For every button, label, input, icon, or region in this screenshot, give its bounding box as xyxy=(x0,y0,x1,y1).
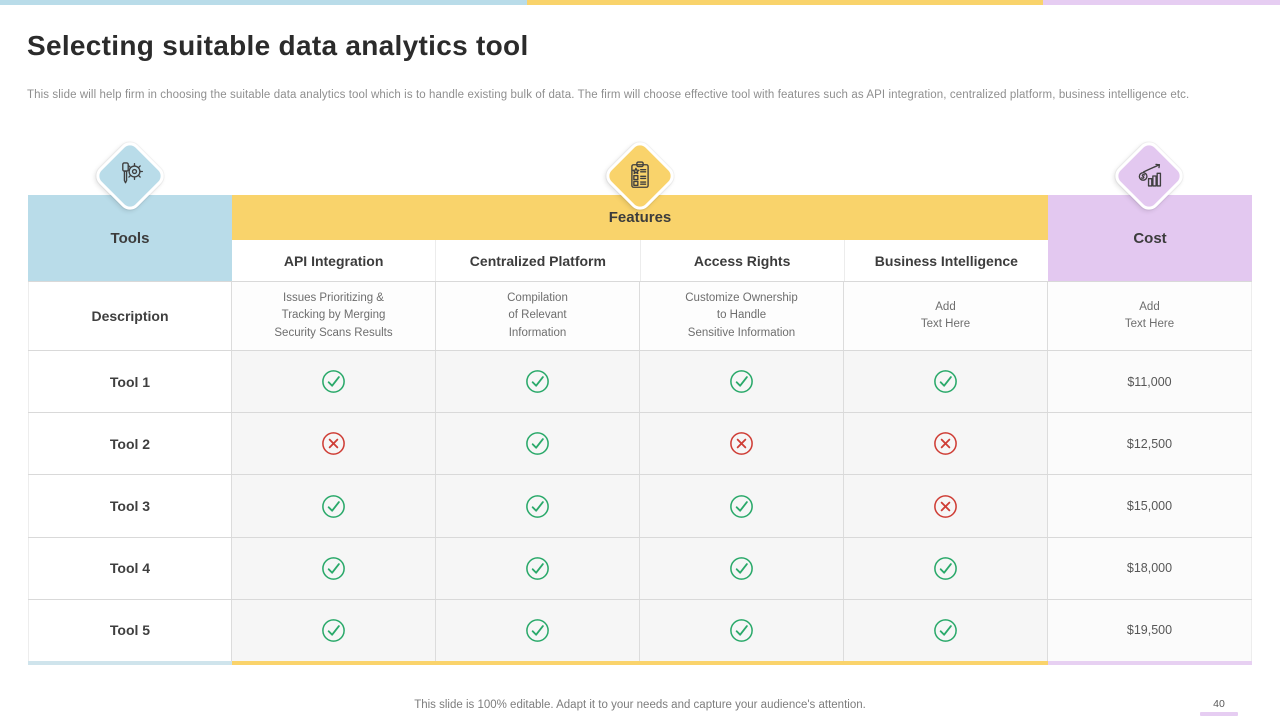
check-icon xyxy=(934,556,957,580)
check-icon xyxy=(526,556,549,580)
row-label: Tool 3 xyxy=(28,475,232,537)
accent-segment-blue xyxy=(0,0,527,5)
check-icon xyxy=(640,537,844,599)
check-icon xyxy=(640,475,844,537)
column-header-access-rights: Access Rights xyxy=(641,240,845,281)
cost-value: $15,000 xyxy=(1048,475,1252,537)
cost-value: $18,000 xyxy=(1048,537,1252,599)
check-icon xyxy=(322,494,345,518)
check-icon xyxy=(322,556,345,580)
features-header-group: Features API Integration Centralized Pla… xyxy=(232,195,1048,281)
check-icon xyxy=(934,370,957,393)
check-icon xyxy=(640,351,844,413)
description-row: Description Issues Prioritizing & Tracki… xyxy=(28,281,1252,350)
check-icon xyxy=(934,619,957,642)
top-accent-bar xyxy=(0,0,1280,5)
screwdriver-gear-icon xyxy=(112,158,148,194)
check-icon xyxy=(322,619,345,642)
page-number: 40 xyxy=(1213,698,1225,710)
cross-icon xyxy=(934,432,957,456)
check-icon xyxy=(844,599,1048,662)
feature-subheaders: API Integration Centralized Platform Acc… xyxy=(232,240,1048,281)
check-icon xyxy=(844,537,1048,599)
check-icon xyxy=(730,556,753,580)
accent-segment-yellow xyxy=(527,0,1043,5)
column-header-api-integration: API Integration xyxy=(232,240,437,281)
column-header-business-intelligence: Business Intelligence xyxy=(874,252,1018,269)
check-icon xyxy=(436,475,640,537)
table-row-tool-1: Tool 1 $11,000 xyxy=(28,350,1252,413)
check-icon xyxy=(730,370,753,393)
table-header: Tools Features API Integration Centraliz… xyxy=(28,195,1252,281)
row-label: Tool 2 xyxy=(28,413,232,475)
check-icon xyxy=(730,494,753,518)
tools-diamond-badge xyxy=(91,137,169,215)
check-icon xyxy=(526,370,549,393)
check-icon xyxy=(844,351,1048,413)
cost-value: $11,000 xyxy=(1048,351,1252,413)
bottom-accent-blue xyxy=(28,661,232,666)
page-title: Selecting suitable data analytics tool xyxy=(27,30,529,61)
column-header-centralized-platform: Centralized Platform xyxy=(436,240,641,281)
cross-icon xyxy=(844,413,1048,475)
description-cost: Add Text Here xyxy=(1124,300,1175,330)
comparison-table: Tools Features API Integration Centraliz… xyxy=(28,195,1252,666)
check-icon xyxy=(526,494,549,518)
description-access-rights: Customize Ownership to Handle Sensitive … xyxy=(685,292,798,339)
bottom-accent-lavender xyxy=(1048,661,1252,666)
features-diamond-badge xyxy=(601,137,679,215)
check-icon xyxy=(232,599,436,662)
cross-icon xyxy=(640,413,844,475)
check-icon xyxy=(436,537,640,599)
footer-note: This slide is 100% editable. Adapt it to… xyxy=(414,699,866,711)
row-label: Tool 5 xyxy=(28,599,232,662)
row-label: Tool 1 xyxy=(28,351,232,413)
accent-segment-lavender xyxy=(1043,0,1280,5)
table-row-tool-3: Tool 3 $15,000 xyxy=(28,474,1252,537)
check-icon xyxy=(232,351,436,413)
cost-diamond-badge xyxy=(1110,137,1188,215)
bottom-accent-yellow xyxy=(232,661,1048,666)
check-icon xyxy=(232,475,436,537)
check-icon xyxy=(436,413,640,475)
page-number-underline xyxy=(1200,712,1238,716)
features-column-header: Features xyxy=(232,195,1048,240)
check-icon xyxy=(730,619,753,642)
table-bottom-accent xyxy=(28,661,1252,666)
table-row-tool-2: Tool 2 $12,500 xyxy=(28,412,1252,475)
table-row-tool-5: Tool 5 $19,500 xyxy=(28,598,1252,662)
growth-bars-coin-icon xyxy=(1131,158,1167,194)
cross-icon xyxy=(934,494,957,518)
check-icon xyxy=(232,537,436,599)
cross-icon xyxy=(232,413,436,475)
cost-value: $19,500 xyxy=(1048,599,1252,662)
check-icon xyxy=(436,351,640,413)
check-icon xyxy=(640,599,844,662)
check-icon xyxy=(436,599,640,662)
checklist-clipboard-icon xyxy=(622,158,658,194)
cross-icon xyxy=(730,432,753,456)
cross-icon xyxy=(322,432,345,456)
check-icon xyxy=(526,432,549,456)
row-label-description: Description xyxy=(28,282,232,350)
description-business-intelligence: Add Text Here xyxy=(920,300,971,330)
slide-subtitle: This slide will help firm in choosing th… xyxy=(27,89,1190,101)
cost-value: $12,500 xyxy=(1048,413,1252,475)
cross-icon xyxy=(844,475,1048,537)
row-label: Tool 4 xyxy=(28,537,232,599)
description-api-integration: Issues Prioritizing & Tracking by Mergin… xyxy=(274,292,393,339)
check-icon xyxy=(526,619,549,642)
check-icon xyxy=(322,370,345,393)
table-row-tool-4: Tool 4 $18,000 xyxy=(28,536,1252,599)
description-centralized-platform: Compilation of Relevant Information xyxy=(507,292,568,339)
